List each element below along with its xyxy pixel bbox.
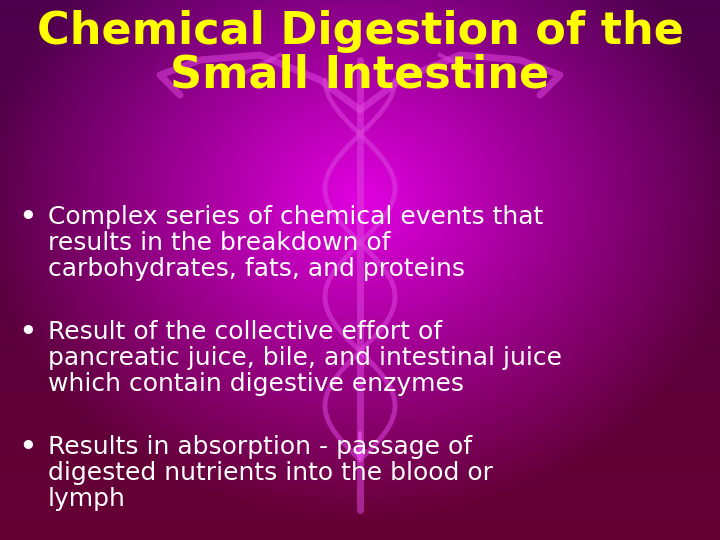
Text: •: • bbox=[19, 320, 37, 346]
Text: which contain digestive enzymes: which contain digestive enzymes bbox=[48, 372, 464, 396]
Text: digested nutrients into the blood or: digested nutrients into the blood or bbox=[48, 461, 493, 485]
Text: Chemical Digestion of the: Chemical Digestion of the bbox=[37, 10, 683, 53]
Text: Complex series of chemical events that: Complex series of chemical events that bbox=[48, 205, 544, 229]
Text: •: • bbox=[19, 205, 37, 231]
Text: Result of the collective effort of: Result of the collective effort of bbox=[48, 320, 442, 344]
Text: lymph: lymph bbox=[48, 487, 126, 511]
Text: Results in absorption - passage of: Results in absorption - passage of bbox=[48, 435, 472, 459]
Text: results in the breakdown of: results in the breakdown of bbox=[48, 231, 390, 255]
Text: carbohydrates, fats, and proteins: carbohydrates, fats, and proteins bbox=[48, 257, 465, 281]
Text: Small Intestine: Small Intestine bbox=[171, 53, 549, 96]
Text: •: • bbox=[19, 435, 37, 461]
Text: pancreatic juice, bile, and intestinal juice: pancreatic juice, bile, and intestinal j… bbox=[48, 346, 562, 370]
